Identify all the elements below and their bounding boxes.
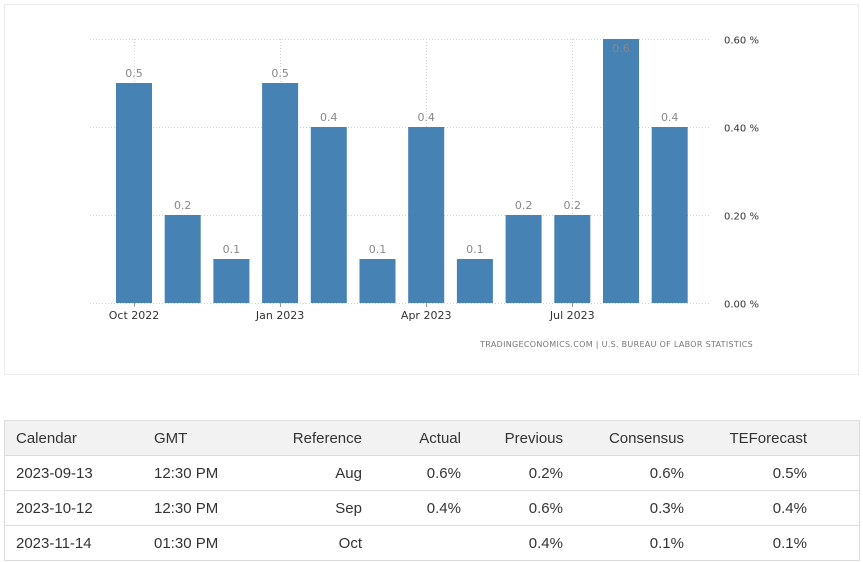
bar bbox=[116, 83, 152, 303]
cell-reference: Oct bbox=[265, 525, 362, 561]
cell-consensus: 0.1% bbox=[563, 525, 684, 561]
bar bbox=[164, 215, 201, 303]
header-consensus: Consensus bbox=[563, 420, 684, 456]
cell-gmt: 12:30 PM bbox=[144, 490, 265, 526]
y-tick-label: 0.00 % bbox=[724, 300, 759, 311]
x-tick-label: Apr 2023 bbox=[401, 309, 452, 322]
cell-previous: 0.2% bbox=[461, 455, 563, 491]
bar-chart: 0.5 0.2 0.1 0.5 0.4 0.1 0.4 0.1 0.2 0.2 0.6 0.4 Oct… bbox=[90, 36, 759, 349]
table-row: 2023-11-14 01:30 PM Oct 0.4% 0.1% 0.1% bbox=[4, 525, 860, 561]
header-gmt: GMT bbox=[144, 420, 265, 456]
data-labels: 0.5 0.2 0.1 0.5 0.4 0.1 0.4 0.1 0.2 0.2 0.6 0.4 bbox=[125, 42, 678, 256]
data-label: 0.4 bbox=[320, 111, 338, 124]
chart-panel: 0.5 0.2 0.1 0.5 0.4 0.1 0.4 0.1 0.2 0.2 0.6 0.4 Oct… bbox=[4, 4, 859, 375]
data-label: 0.4 bbox=[661, 111, 679, 124]
y-tick-label: 0.60 % bbox=[724, 36, 759, 47]
cell-calendar: 2023-09-13 bbox=[4, 455, 144, 491]
data-label: 0.2 bbox=[174, 199, 192, 212]
cell-actual bbox=[362, 525, 461, 561]
table-row: 2023-09-13 12:30 PM Aug 0.6% 0.2% 0.6% 0… bbox=[4, 455, 860, 491]
bar bbox=[505, 215, 542, 303]
header-actual: Actual bbox=[362, 420, 461, 456]
calendar-table: Calendar GMT Reference Actual Previous C… bbox=[4, 420, 860, 561]
y-tick-label: 0.40 % bbox=[724, 124, 759, 135]
y-tick-label: 0.20 % bbox=[724, 212, 759, 223]
table-row: 2023-10-12 12:30 PM Sep 0.4% 0.6% 0.3% 0… bbox=[4, 490, 860, 526]
cell-previous: 0.6% bbox=[461, 490, 563, 526]
cell-actual: 0.4% bbox=[362, 490, 461, 526]
x-tick-label: Oct 2022 bbox=[109, 309, 160, 322]
cell-consensus: 0.6% bbox=[563, 455, 684, 491]
data-label: 0.5 bbox=[125, 67, 143, 80]
header-teforecast: TEForecast bbox=[684, 420, 860, 456]
cell-teforecast: 0.4% bbox=[684, 490, 860, 526]
data-label: 0.2 bbox=[515, 199, 533, 212]
bar bbox=[213, 259, 250, 303]
data-label: 0.1 bbox=[223, 243, 241, 256]
bar bbox=[603, 39, 639, 303]
y-axis-ticks: 0.00 % 0.20 % 0.40 % 0.60 % bbox=[724, 36, 759, 311]
table-header-row: Calendar GMT Reference Actual Previous C… bbox=[4, 420, 860, 456]
header-previous: Previous bbox=[461, 420, 563, 456]
bar bbox=[408, 127, 445, 303]
cell-reference: Aug bbox=[265, 455, 362, 491]
data-label: 0.6 bbox=[612, 42, 630, 55]
x-axis-ticks: Oct 2022 Jan 2023 Apr 2023 Jul 2023 bbox=[109, 303, 595, 322]
bar bbox=[651, 127, 688, 303]
bar bbox=[359, 259, 396, 303]
data-label: 0.1 bbox=[369, 243, 387, 256]
bar bbox=[456, 259, 493, 303]
cell-calendar: 2023-10-12 bbox=[4, 490, 144, 526]
cell-gmt: 01:30 PM bbox=[144, 525, 265, 561]
cell-consensus: 0.3% bbox=[563, 490, 684, 526]
cell-calendar: 2023-11-14 bbox=[4, 525, 144, 561]
bar bbox=[554, 215, 591, 303]
cell-gmt: 12:30 PM bbox=[144, 455, 265, 491]
header-calendar: Calendar bbox=[4, 420, 144, 456]
bar bbox=[262, 83, 299, 303]
bars bbox=[116, 39, 688, 303]
cell-previous: 0.4% bbox=[461, 525, 563, 561]
data-label: 0.5 bbox=[271, 67, 289, 80]
cell-teforecast: 0.5% bbox=[684, 455, 860, 491]
header-reference: Reference bbox=[265, 420, 362, 456]
cell-actual: 0.6% bbox=[362, 455, 461, 491]
cell-teforecast: 0.1% bbox=[684, 525, 860, 561]
bar bbox=[310, 127, 347, 303]
source-label: TRADINGECONOMICS.COM | U.S. BUREAU OF LA… bbox=[479, 340, 753, 349]
cell-reference: Sep bbox=[265, 490, 362, 526]
data-label: 0.1 bbox=[466, 243, 484, 256]
x-tick-label: Jan 2023 bbox=[255, 309, 304, 322]
data-label: 0.2 bbox=[564, 199, 582, 212]
x-tick-label: Jul 2023 bbox=[549, 309, 595, 322]
data-label: 0.4 bbox=[417, 111, 435, 124]
